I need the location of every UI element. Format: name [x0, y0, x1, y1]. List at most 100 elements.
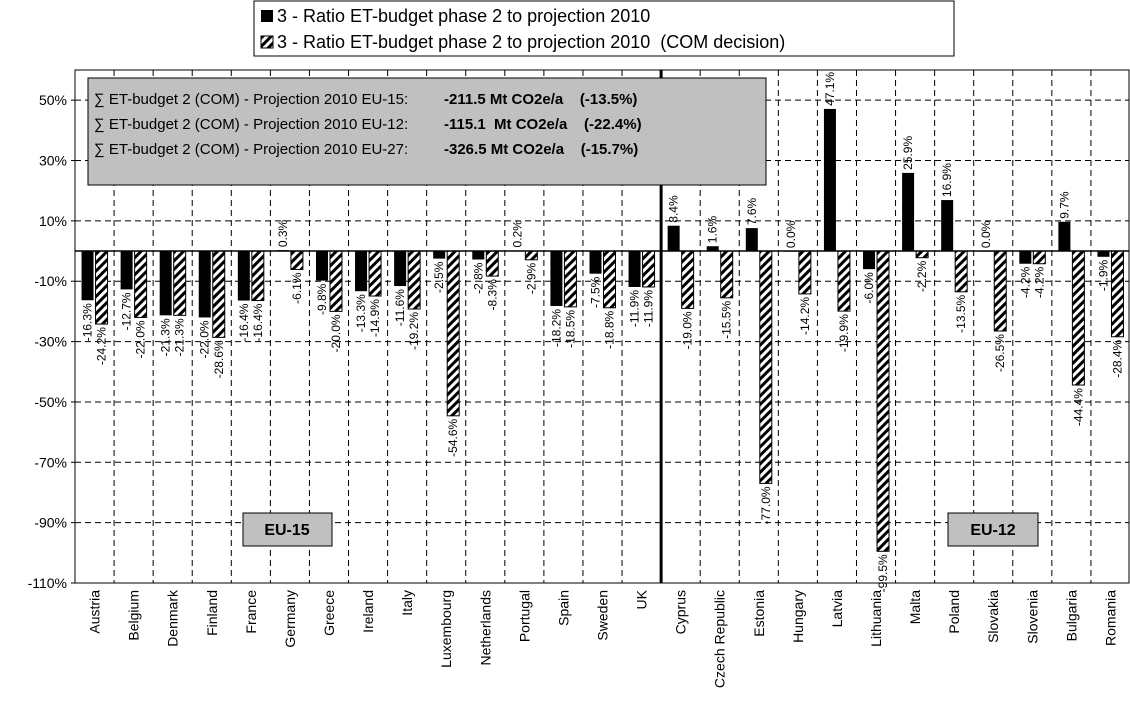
group-box-eu15: [242, 512, 333, 547]
category-label: Czech Republic: [712, 590, 728, 688]
bar-series-2: [446, 250, 460, 417]
data-label-series-2: -77.0%: [759, 486, 773, 524]
y-tick-labels: 50% 30% 10% -10% -30% -50% -70% -90% -110%: [28, 92, 67, 591]
bar-series-2: [876, 250, 890, 552]
group-labels: EU-15 EU-12: [242, 512, 1039, 547]
bar-series-1: [81, 251, 94, 301]
data-label-series-2: -44.4%: [1071, 388, 1085, 426]
category-label: Bulgaria: [1063, 590, 1079, 642]
bar-series-1: [394, 251, 407, 287]
bar-series-1: [902, 172, 915, 252]
group-box-eu12: [947, 512, 1039, 547]
data-label-series-1: 1.6%: [706, 216, 720, 244]
data-label-series-1: -6.0%: [862, 272, 876, 304]
category-label: Latvia: [829, 590, 845, 628]
data-label-series-1: -2.5%: [432, 261, 446, 293]
category-label: Greece: [321, 590, 337, 636]
category-label: Estonia: [751, 590, 767, 637]
data-label-series-2: -24.2%: [95, 327, 109, 365]
category-label: Germany: [282, 590, 298, 648]
y-tick-label: 30%: [39, 153, 67, 169]
legend-swatch-hatched: [260, 35, 274, 49]
data-label-series-2: -19.2%: [407, 312, 421, 350]
data-label-series-1: -9.8%: [315, 283, 329, 315]
category-label: Ireland: [360, 590, 376, 633]
bar-series-1: [706, 246, 719, 252]
y-tick-label: 10%: [39, 213, 67, 229]
data-label-series-2: -11.9%: [642, 290, 656, 327]
bar-series-2: [1110, 250, 1124, 338]
category-labels: Austria Belgium Denmark Finland France German…: [87, 589, 1119, 688]
bar-series-1: [1019, 251, 1032, 264]
data-label-series-2: -28.6%: [212, 340, 226, 378]
bar-series-2: [212, 250, 226, 338]
data-label-series-2: -18.8%: [603, 310, 617, 348]
data-label-series-1: 0.2%: [510, 220, 524, 248]
category-label: Malta: [907, 590, 923, 624]
legend-label-series-2: 3 - Ratio ET-budget phase 2 to projectio…: [277, 32, 785, 52]
data-label-series-1: -4.2%: [1018, 266, 1032, 298]
data-label-series-1: 16.9%: [940, 163, 954, 197]
bar-series-2: [173, 250, 187, 316]
data-label-series-1: -11.6%: [393, 289, 407, 326]
bar-series-1: [550, 251, 563, 306]
bar-series-2: [485, 250, 499, 277]
legend: 3 - Ratio ET-budget phase 2 to projectio…: [253, 0, 955, 57]
y-tick-label: -90%: [34, 515, 67, 531]
category-label: Slovakia: [985, 590, 1001, 643]
bar-series-2: [368, 250, 382, 297]
bar-series-2: [837, 250, 851, 312]
data-labels: -16.3%-24.2%-12.7%-22.0% -21.3% -21.3% -22.…: [81, 72, 1125, 593]
legend-swatch-solid: [261, 10, 273, 22]
bar-series-2: [603, 250, 616, 309]
data-label-series-2: -14.2%: [798, 297, 812, 335]
bar-series-2: [681, 250, 695, 309]
category-label: Lithuania: [868, 590, 884, 647]
data-label-series-2: -16.4%: [251, 303, 265, 341]
summary-value-eu27: -326.5 Mt CO2e/a (-15.7%): [444, 141, 638, 158]
bar-series-1: [863, 251, 876, 270]
legend-label-series-1: 3 - Ratio ET-budget phase 2 to projectio…: [277, 6, 650, 26]
data-label-series-1: 25.9%: [901, 136, 915, 170]
category-label: Slovenia: [1024, 590, 1040, 644]
data-label-series-1: -18.2%: [549, 309, 563, 347]
data-label-series-2: -28.4%: [1110, 339, 1124, 377]
data-label-series-1: -11.9%: [628, 290, 642, 327]
data-label-series-2: -8.3%: [485, 279, 499, 311]
bar-series-1: [315, 251, 328, 281]
category-label: Portugal: [516, 590, 532, 642]
category-label: Spain: [555, 590, 571, 626]
bar-series-2: [1032, 250, 1046, 265]
group-label-eu12: EU-12: [970, 522, 1015, 539]
y-tick-label: -110%: [28, 575, 67, 591]
data-label-series-1: -1.9%: [1096, 259, 1110, 291]
group-label-eu15: EU-15: [264, 522, 309, 539]
y-tick-label: -70%: [34, 454, 67, 470]
data-label-series-2: -19.9%: [837, 314, 851, 352]
data-label-series-1: -13.3%: [354, 294, 368, 332]
y-tick-label: -50%: [34, 394, 67, 410]
summary-value-eu12: -115.1 Mt CO2e/a (-22.4%): [444, 116, 642, 133]
data-label-series-1: 0.0%: [784, 220, 798, 248]
data-label-series-1: -7.5%: [589, 276, 603, 308]
data-label-series-2: -19.0%: [681, 311, 695, 349]
category-label: Finland: [204, 590, 220, 636]
y-tick-label: -10%: [34, 273, 67, 289]
bar-series-2: [563, 250, 577, 308]
bar-series-2: [720, 250, 734, 299]
data-label-series-2: -14.9%: [368, 299, 382, 337]
bar-series-2: [251, 250, 265, 302]
data-label-series-2: -26.5%: [993, 334, 1007, 372]
category-label: Romania: [1102, 590, 1118, 646]
category-label: Denmark: [165, 589, 181, 647]
bar-series-1: [433, 251, 446, 259]
data-label-series-2: -54.6%: [446, 419, 460, 457]
data-label-series-1: -2.8%: [471, 262, 485, 294]
data-label-series-1: 0.0%: [979, 220, 993, 248]
data-label-series-1: -16.4%: [237, 303, 251, 341]
bar-series-2: [954, 250, 968, 293]
bar-series-2: [915, 250, 929, 259]
bar-series-1: [355, 251, 368, 292]
data-label-series-2: -2.2%: [915, 260, 929, 292]
category-label: Hungary: [790, 590, 806, 643]
